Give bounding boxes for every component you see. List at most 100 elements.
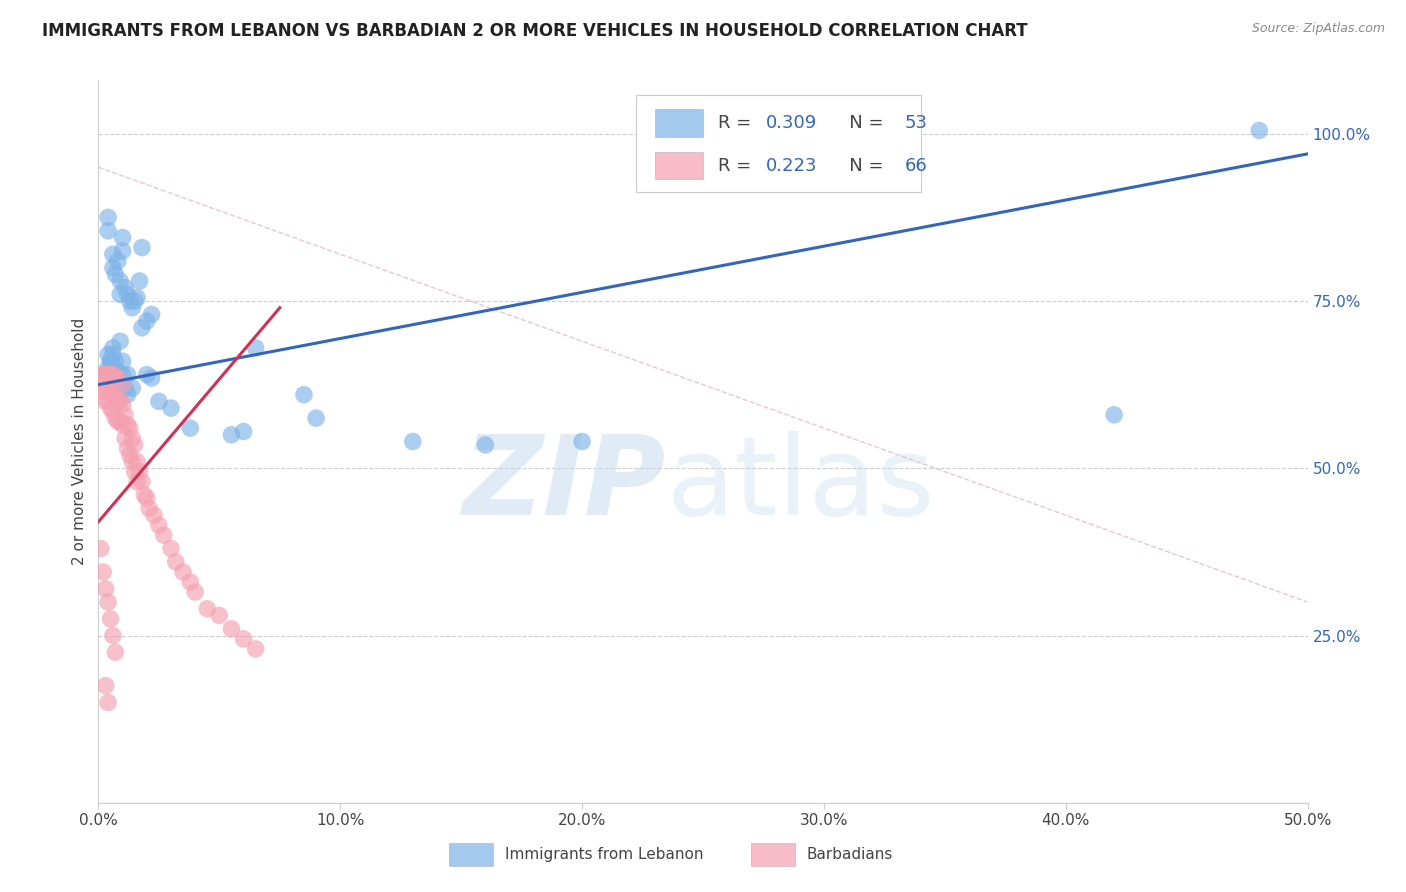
Point bbox=[107, 371, 129, 385]
Point bbox=[97, 381, 120, 395]
Point bbox=[128, 274, 150, 288]
Point bbox=[100, 384, 122, 399]
Text: R =: R = bbox=[717, 156, 756, 175]
Text: N =: N = bbox=[832, 114, 890, 132]
Point bbox=[94, 582, 117, 596]
Point bbox=[114, 431, 136, 445]
Point bbox=[305, 411, 328, 425]
Text: Barbadians: Barbadians bbox=[807, 847, 893, 863]
Point bbox=[104, 268, 127, 282]
Point bbox=[104, 354, 127, 368]
Point bbox=[135, 368, 157, 382]
Point bbox=[195, 602, 218, 616]
Point bbox=[111, 230, 134, 244]
Point bbox=[127, 291, 149, 305]
Point bbox=[474, 438, 496, 452]
Point bbox=[90, 541, 112, 556]
Bar bbox=[751, 843, 794, 866]
Point bbox=[141, 371, 163, 385]
Point bbox=[114, 408, 136, 422]
Point bbox=[94, 394, 117, 409]
Point bbox=[131, 241, 153, 255]
Point bbox=[1102, 408, 1125, 422]
Point bbox=[135, 491, 157, 506]
Point bbox=[97, 361, 120, 376]
Point bbox=[121, 381, 143, 395]
Text: 0.223: 0.223 bbox=[766, 156, 817, 175]
Point bbox=[101, 404, 124, 418]
Point bbox=[91, 384, 114, 399]
Point bbox=[127, 475, 149, 489]
Point bbox=[108, 375, 131, 389]
Point bbox=[107, 394, 129, 409]
Point bbox=[100, 354, 122, 368]
Point bbox=[134, 488, 156, 502]
Point bbox=[100, 368, 122, 382]
Point bbox=[108, 287, 131, 301]
Point bbox=[111, 354, 134, 368]
Text: IMMIGRANTS FROM LEBANON VS BARBADIAN 2 OR MORE VEHICLES IN HOUSEHOLD CORRELATION: IMMIGRANTS FROM LEBANON VS BARBADIAN 2 O… bbox=[42, 22, 1028, 40]
Point bbox=[97, 211, 120, 225]
Point bbox=[104, 391, 127, 405]
Point bbox=[104, 371, 127, 385]
Point bbox=[101, 247, 124, 261]
Point bbox=[292, 387, 315, 401]
Point bbox=[100, 401, 122, 416]
Point bbox=[208, 608, 231, 623]
Point bbox=[101, 628, 124, 642]
Text: Immigrants from Lebanon: Immigrants from Lebanon bbox=[505, 847, 703, 863]
Point bbox=[160, 401, 183, 416]
Point bbox=[117, 442, 139, 455]
Point bbox=[107, 414, 129, 429]
Point bbox=[97, 595, 120, 609]
Point bbox=[97, 348, 120, 362]
Point bbox=[148, 394, 170, 409]
Point bbox=[143, 508, 166, 523]
Point bbox=[124, 465, 146, 479]
Point bbox=[100, 612, 122, 626]
Point bbox=[135, 314, 157, 328]
Text: N =: N = bbox=[832, 156, 890, 175]
Point bbox=[117, 417, 139, 432]
Bar bbox=[449, 843, 492, 866]
Point bbox=[124, 294, 146, 309]
Point bbox=[101, 348, 124, 362]
Text: R =: R = bbox=[717, 114, 756, 132]
Point bbox=[94, 377, 117, 392]
Point bbox=[100, 354, 122, 368]
Point bbox=[107, 254, 129, 268]
Point bbox=[101, 387, 124, 401]
Point bbox=[107, 364, 129, 378]
Text: 0.309: 0.309 bbox=[766, 114, 817, 132]
Point bbox=[111, 368, 134, 382]
Point bbox=[91, 375, 114, 389]
Point bbox=[172, 565, 194, 579]
Point bbox=[165, 555, 187, 569]
Point bbox=[117, 387, 139, 401]
Point bbox=[101, 341, 124, 355]
Point bbox=[131, 475, 153, 489]
Bar bbox=[637, 95, 921, 193]
Point bbox=[111, 244, 134, 258]
Point bbox=[221, 427, 243, 442]
Point bbox=[108, 274, 131, 288]
Point bbox=[91, 565, 114, 579]
Point bbox=[152, 528, 174, 542]
Point bbox=[94, 679, 117, 693]
Point bbox=[108, 394, 131, 409]
Point bbox=[114, 281, 136, 295]
Point bbox=[117, 368, 139, 382]
Point bbox=[127, 455, 149, 469]
Point bbox=[94, 368, 117, 382]
Point bbox=[221, 622, 243, 636]
Point bbox=[179, 575, 201, 590]
Point bbox=[114, 381, 136, 395]
Point bbox=[141, 307, 163, 322]
Point bbox=[245, 341, 267, 355]
Point bbox=[108, 334, 131, 349]
Point bbox=[121, 431, 143, 445]
Point bbox=[118, 421, 141, 435]
Point bbox=[121, 301, 143, 315]
Point bbox=[124, 438, 146, 452]
Text: Source: ZipAtlas.com: Source: ZipAtlas.com bbox=[1251, 22, 1385, 36]
